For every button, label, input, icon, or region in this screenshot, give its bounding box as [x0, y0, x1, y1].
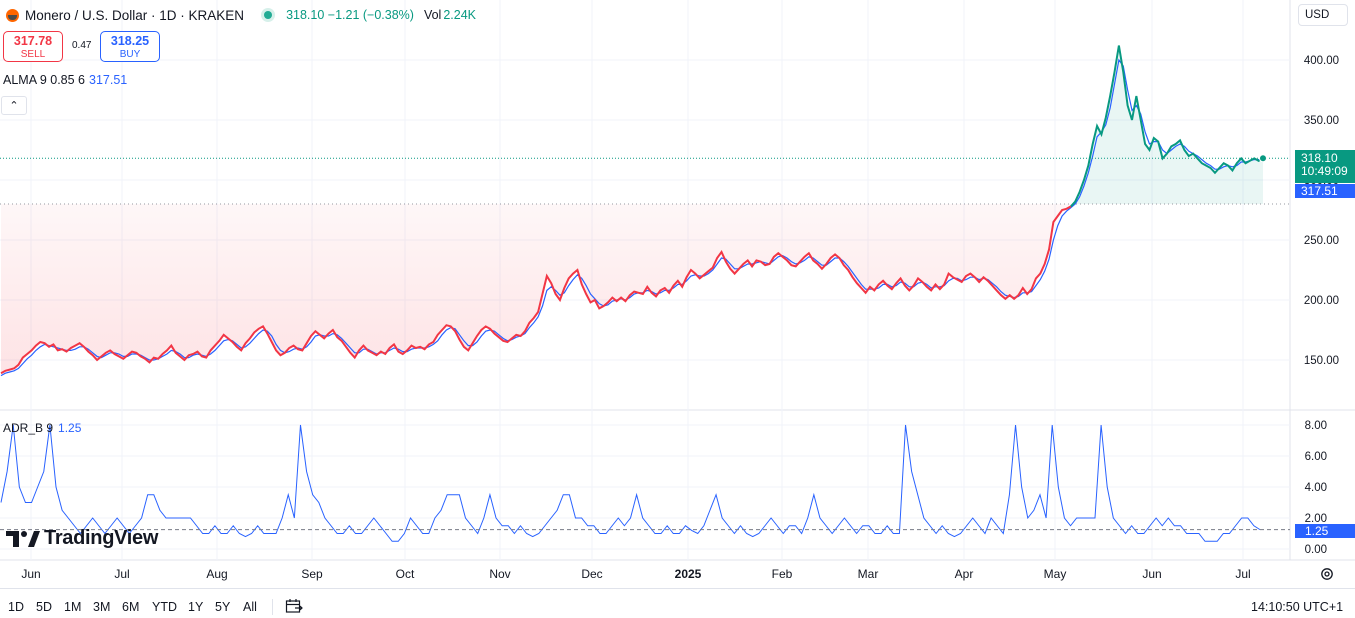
time-tick-label: Dec — [581, 567, 602, 581]
time-tick-label: May — [1044, 567, 1067, 581]
tf-3m[interactable]: 3M — [93, 600, 111, 614]
chevron-up-icon: ⌃ — [9, 100, 19, 112]
adr-name: ADR_B 9 — [3, 421, 54, 435]
tf-1m[interactable]: 1M — [64, 600, 82, 614]
alma-name: ALMA 9 0.85 6 — [3, 73, 86, 87]
price-line-above — [1070, 45, 1264, 208]
price-line-below — [0, 205, 1072, 375]
time-tick-label: Jul — [114, 567, 129, 581]
spread-value: 0.47 — [72, 40, 92, 51]
last-price-tag: 318.10 10:49:09 — [1295, 150, 1355, 183]
tf-6m[interactable]: 6M — [122, 600, 140, 614]
price-tick-label: 150.00 — [1304, 355, 1339, 367]
time-tick-label: 2025 — [675, 567, 702, 581]
time-tick-label: Jun — [1142, 567, 1161, 581]
sell-label: SELL — [20, 49, 46, 60]
calendar-range-icon[interactable] — [285, 598, 303, 614]
adr-value: 1.25 — [58, 421, 82, 435]
bar-countdown: 10:49:09 — [1301, 164, 1348, 178]
tf-5d[interactable]: 5D — [36, 600, 52, 614]
toolbar-separator — [272, 599, 273, 615]
time-tick-label: Oct — [396, 567, 415, 581]
symbol-title[interactable]: Monero / U.S. Dollar · 1D · KRAKEN — [25, 7, 245, 23]
gear-icon[interactable] — [1319, 566, 1335, 582]
adr-tick-label: 4.00 — [1305, 482, 1327, 494]
tradingview-logo-icon — [6, 530, 40, 547]
alma-value: 317.51 — [89, 73, 128, 87]
market-status-icon[interactable] — [264, 11, 273, 19]
time-tick-label: Aug — [206, 567, 227, 581]
below-baseline-fill — [1, 204, 1071, 374]
toolbar-divider — [0, 588, 1355, 589]
adr-legend[interactable]: ADR_B 9 1.25 — [3, 421, 81, 435]
time-tick-label: Mar — [858, 567, 879, 581]
adr-tick-label: 2.00 — [1305, 513, 1327, 525]
price-tick-label: 400.00 — [1304, 55, 1339, 67]
buy-button[interactable]: 318.25 BUY — [100, 31, 160, 62]
adr-line — [0, 424, 1261, 542]
last-quote: 318.10 −1.21 (−0.38%) — [286, 8, 414, 22]
last-price-label: 318.10 — [1301, 151, 1338, 165]
time-tick-label: Apr — [955, 567, 974, 581]
tf-5y[interactable]: 5Y — [215, 600, 231, 614]
adr-tick-label: 0.00 — [1305, 544, 1327, 556]
alma-price-tag: 317.51 — [1295, 184, 1355, 198]
tradingview-wordmark: TradingView — [44, 527, 159, 549]
sell-price: 317.78 — [13, 34, 53, 48]
buy-label: BUY — [119, 49, 141, 60]
utc-clock[interactable]: 14:10:50 UTC+1 — [1251, 600, 1344, 614]
alma-line — [0, 58, 1264, 377]
time-tick-label: Sep — [301, 567, 323, 581]
monero-logo-icon — [6, 8, 19, 22]
currency-select[interactable]: USD — [1298, 4, 1348, 26]
time-tick-label: Feb — [772, 567, 793, 581]
volume-label: Vol — [423, 8, 442, 22]
adr-value-tag: 1.25 — [1295, 524, 1355, 538]
tf-all[interactable]: All — [243, 600, 257, 614]
last-price-dot — [1259, 154, 1267, 163]
above-baseline-fill — [1070, 45, 1263, 207]
collapse-legend-button[interactable]: ⌃ — [1, 96, 27, 115]
price-tick-label: 350.00 — [1304, 115, 1339, 127]
tradingview-watermark[interactable]: TradingView — [6, 527, 158, 550]
tf-1d[interactable]: 1D — [8, 600, 24, 614]
currency-value: USD — [1305, 9, 1330, 21]
time-tick-label: Nov — [489, 567, 510, 581]
tf-ytd[interactable]: YTD — [152, 600, 177, 614]
adr-tick-label: 8.00 — [1305, 420, 1327, 432]
buy-price: 318.25 — [110, 34, 150, 48]
tf-1y[interactable]: 1Y — [188, 600, 204, 614]
adr-tick-label: 6.00 — [1305, 451, 1327, 463]
price-tick-label: 200.00 — [1304, 295, 1339, 307]
sell-button[interactable]: 317.78 SELL — [3, 31, 63, 62]
volume-value: 2.24K — [443, 8, 476, 22]
time-tick-label: Jun — [21, 567, 40, 581]
time-tick-label: Jul — [1235, 567, 1250, 581]
chart-header: Monero / U.S. Dollar · 1D · KRAKEN 318.1… — [6, 6, 476, 24]
price-tick-label: 250.00 — [1304, 235, 1339, 247]
alma-legend[interactable]: ALMA 9 0.85 6 317.51 — [3, 73, 127, 87]
